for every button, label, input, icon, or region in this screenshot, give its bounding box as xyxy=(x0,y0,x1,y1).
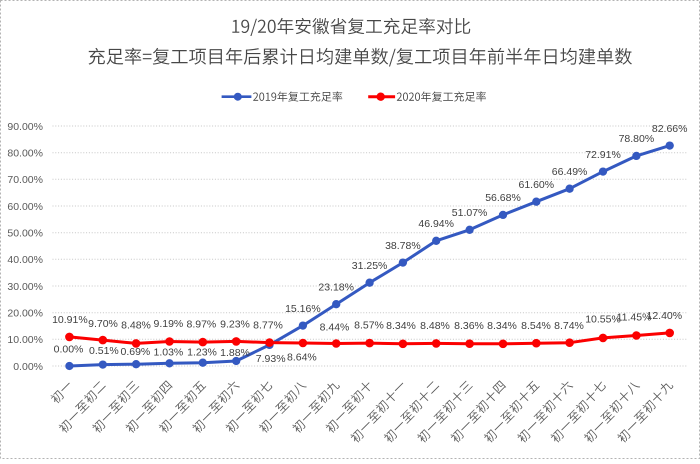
svg-text:8.57%: 8.57% xyxy=(354,320,384,332)
svg-text:82.66%: 82.66% xyxy=(652,123,688,135)
svg-text:66.49%: 66.49% xyxy=(552,166,588,178)
svg-text:0.00%: 0.00% xyxy=(54,343,84,355)
svg-text:8.77%: 8.77% xyxy=(253,320,283,332)
svg-text:8.48%: 8.48% xyxy=(420,320,450,332)
svg-text:78.80%: 78.80% xyxy=(619,133,655,145)
svg-text:50.00%: 50.00% xyxy=(7,228,43,240)
svg-text:8.44%: 8.44% xyxy=(320,321,350,333)
svg-text:0.69%: 0.69% xyxy=(121,346,151,358)
svg-text:60.00%: 60.00% xyxy=(7,201,43,213)
svg-text:70.00%: 70.00% xyxy=(7,174,43,186)
svg-text:72.91%: 72.91% xyxy=(585,149,621,161)
svg-text:9.23%: 9.23% xyxy=(220,318,250,330)
svg-text:31.25%: 31.25% xyxy=(352,260,388,272)
svg-text:40.00%: 40.00% xyxy=(7,254,43,266)
svg-text:9.70%: 9.70% xyxy=(88,318,118,330)
svg-text:56.68%: 56.68% xyxy=(485,192,521,204)
svg-text:11.45%: 11.45% xyxy=(617,311,652,323)
svg-text:8.54%: 8.54% xyxy=(521,320,551,332)
svg-text:15.16%: 15.16% xyxy=(285,303,321,315)
svg-text:10.91%: 10.91% xyxy=(52,314,88,326)
svg-text:8.34%: 8.34% xyxy=(487,320,517,332)
svg-text:38.78%: 38.78% xyxy=(385,240,421,252)
svg-text:8.36%: 8.36% xyxy=(454,320,484,332)
svg-text:8.48%: 8.48% xyxy=(121,320,151,332)
svg-text:7.93%: 7.93% xyxy=(256,353,286,365)
svg-text:0.00%: 0.00% xyxy=(13,361,43,373)
svg-text:12.40%: 12.40% xyxy=(646,310,682,322)
svg-text:20.00%: 20.00% xyxy=(7,308,43,320)
svg-text:30.00%: 30.00% xyxy=(7,281,43,293)
svg-text:80.00%: 80.00% xyxy=(7,148,43,160)
svg-text:61.60%: 61.60% xyxy=(518,179,554,191)
svg-text:46.94%: 46.94% xyxy=(418,218,454,230)
svg-text:8.74%: 8.74% xyxy=(554,320,584,332)
svg-text:1.03%: 1.03% xyxy=(154,347,184,359)
svg-text:10.55%: 10.55% xyxy=(585,314,621,326)
svg-text:90.00%: 90.00% xyxy=(7,121,43,133)
svg-text:10.00%: 10.00% xyxy=(7,334,43,346)
svg-text:23.18%: 23.18% xyxy=(318,281,354,293)
svg-text:51.07%: 51.07% xyxy=(452,207,488,219)
svg-text:8.64%: 8.64% xyxy=(287,351,317,363)
svg-text:8.34%: 8.34% xyxy=(386,320,416,332)
svg-text:9.19%: 9.19% xyxy=(154,318,184,330)
svg-text:0.51%: 0.51% xyxy=(89,345,119,357)
svg-text:1.23%: 1.23% xyxy=(187,347,217,359)
svg-text:1.88%: 1.88% xyxy=(220,347,250,359)
svg-text:8.97%: 8.97% xyxy=(187,318,217,330)
